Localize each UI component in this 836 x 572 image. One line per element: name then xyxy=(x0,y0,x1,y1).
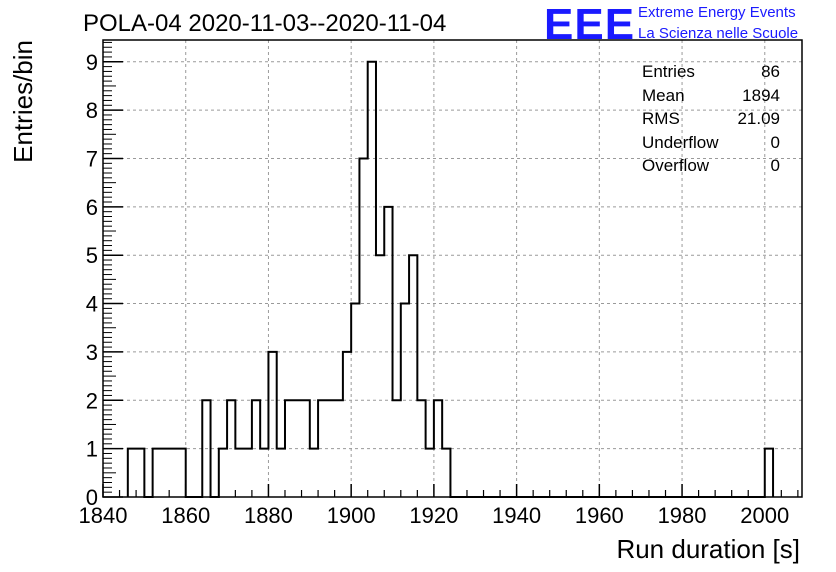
logo-text-line2: La Scienza nelle Scuole xyxy=(638,25,799,42)
y-tick-label: 3 xyxy=(86,340,98,365)
x-tick-label: 1940 xyxy=(492,503,541,528)
stat-underflow: Underflow 0 xyxy=(642,131,780,155)
x-tick-label: 1920 xyxy=(409,503,458,528)
stat-value: 1894 xyxy=(742,85,780,105)
stat-entries: Entries 86 xyxy=(642,60,780,84)
stat-value: 0 xyxy=(770,132,780,152)
eee-logo: EEE xyxy=(544,0,636,49)
x-tick-label: 2000 xyxy=(740,503,789,528)
y-tick-label: 6 xyxy=(86,195,98,220)
x-tick-label: 1840 xyxy=(79,503,128,528)
y-tick-label: 2 xyxy=(86,388,98,413)
y-tick-label: 7 xyxy=(86,146,98,171)
stat-value: 0 xyxy=(770,156,780,175)
stat-value: 21.09 xyxy=(737,109,780,128)
x-tick-label: 1960 xyxy=(575,503,624,528)
y-tick-label: 4 xyxy=(86,292,98,317)
y-tick-label: 1 xyxy=(86,437,98,462)
y-axis-label: Entries/bin xyxy=(8,40,38,163)
x-axis-label: Run duration [s] xyxy=(616,534,800,564)
x-tick-label: 1980 xyxy=(658,503,707,528)
x-tick-label: 1900 xyxy=(327,503,376,528)
stat-label: RMS xyxy=(642,109,680,128)
x-tick-label: 1880 xyxy=(244,503,293,528)
y-tick-label: 8 xyxy=(86,98,98,123)
x-axis-ticks: 1840 1860 1880 1900 1920 1940 1960 1980 2000 xyxy=(79,484,799,528)
stat-label: Mean xyxy=(642,85,685,105)
stat-mean: Mean 1894 xyxy=(642,84,780,108)
stat-label: Underflow xyxy=(642,132,719,152)
y-tick-label: 9 xyxy=(86,50,98,75)
stats-box: Entries 86 Mean 1894 RMS 21.09 Underflow… xyxy=(642,60,780,178)
stat-label: Overflow xyxy=(642,156,710,175)
chart-title: POLA-04 2020-11-03--2020-11-04 xyxy=(83,10,447,37)
histogram-step-line xyxy=(126,60,775,498)
plot-frame xyxy=(102,39,803,498)
y-tick-label: 5 xyxy=(86,243,98,268)
stat-rms: RMS 21.09 xyxy=(642,107,780,131)
logo-text-line1: Extreme Energy Events xyxy=(638,4,796,21)
x-tick-label: 1860 xyxy=(161,503,210,528)
stat-label: Entries xyxy=(642,62,695,81)
y-axis-ticks: 0 1 2 3 4 5 6 7 8 9 xyxy=(86,41,123,510)
stat-overflow: Overflow 0 xyxy=(642,154,780,178)
y-tick-label: 0 xyxy=(86,485,98,510)
stat-value: 86 xyxy=(761,62,780,81)
